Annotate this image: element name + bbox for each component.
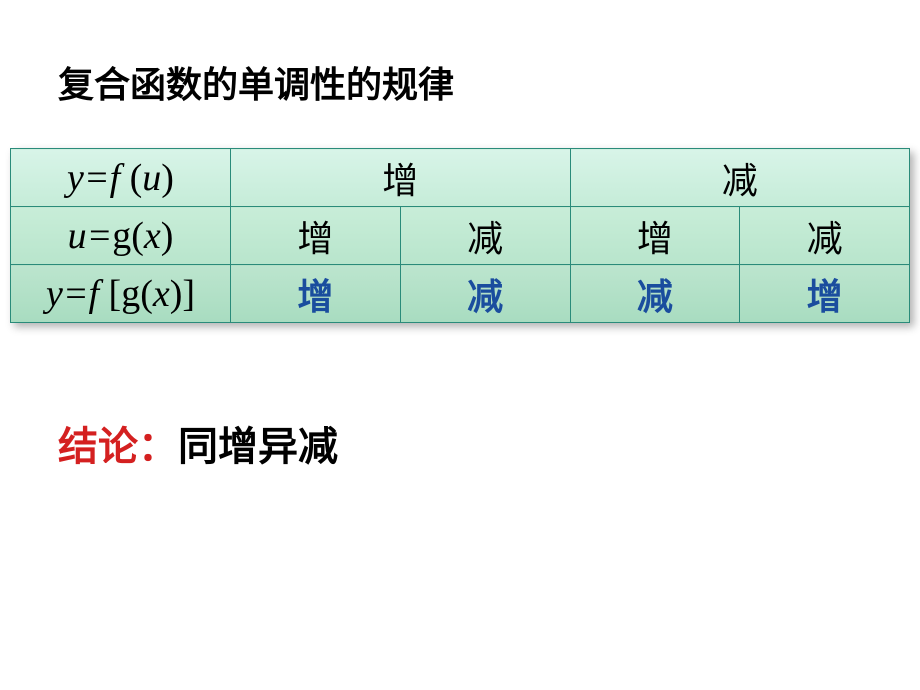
monotonicity-table: y=f (u) 增 减 u=g(x) 增 减 增 减 y=f [g(x)] 增 … (10, 148, 910, 323)
row1-header: y=f (u) (11, 149, 231, 207)
conclusion: 结论：同增异减 (58, 414, 338, 472)
row3-cell-4: 增 (740, 265, 910, 323)
row2-cell-3: 增 (570, 207, 740, 265)
row1-cell-1: 增 (231, 149, 571, 207)
row3-header: y=f [g(x)] (11, 265, 231, 323)
row1-cell-2: 减 (570, 149, 910, 207)
row3-cell-1: 增 (231, 265, 401, 323)
row2-cell-1: 增 (231, 207, 401, 265)
table-row-3: y=f [g(x)] 增 减 减 增 (11, 265, 910, 323)
row2-cell-2: 减 (400, 207, 570, 265)
monotonicity-table-container: y=f (u) 增 减 u=g(x) 增 减 增 减 y=f [g(x)] 增 … (10, 148, 910, 323)
table-row-2: u=g(x) 增 减 增 减 (11, 207, 910, 265)
row3-cell-2: 减 (400, 265, 570, 323)
row3-cell-3: 减 (570, 265, 740, 323)
row2-cell-4: 减 (740, 207, 910, 265)
row2-header: u=g(x) (11, 207, 231, 265)
page-heading: 复合函数的单调性的规律 (58, 56, 454, 108)
conclusion-label: 结论： (58, 424, 178, 469)
table-row-1: y=f (u) 增 减 (11, 149, 910, 207)
conclusion-text: 同增异减 (178, 424, 338, 469)
